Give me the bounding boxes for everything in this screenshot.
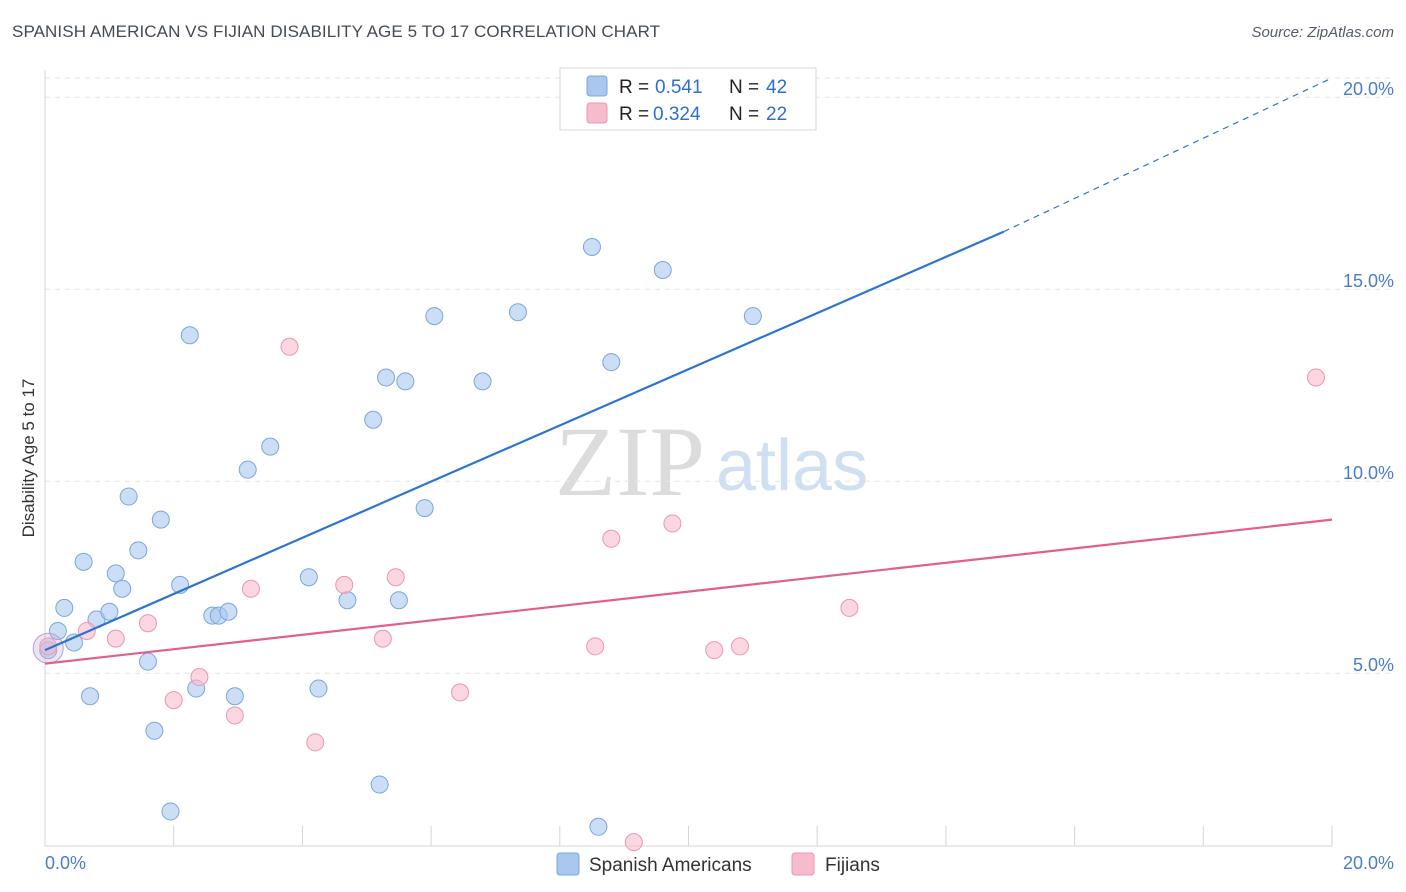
fijian-point-19 (730, 637, 749, 656)
x-tick-label-max: 20.0% (1343, 853, 1394, 873)
y-tick-labels: 5.0% 10.0% 15.0% 20.0% (1343, 79, 1394, 675)
stats-r-value-0: 0.541 (655, 77, 703, 98)
fijian-point-7 (241, 579, 260, 598)
stats-r-label-0: R = (619, 77, 649, 98)
y-axis-label: Disability Age 5 to 17 (19, 379, 38, 538)
spanish-american-point-8 (106, 564, 125, 583)
spanish-american-point-28 (364, 410, 383, 429)
fijian-point-10 (335, 575, 354, 594)
fijian-point-9 (306, 733, 325, 752)
spanish-american-trend-extension (1003, 77, 1333, 233)
stats-r-label-1: R = (619, 104, 649, 125)
spanish-american-point-22 (225, 687, 244, 706)
series-legend: Spanish Americans Fijians (556, 852, 880, 876)
spanish-american-point-17 (180, 326, 199, 345)
spanish-american-point-40 (653, 261, 672, 279)
stats-n-value-0: 42 (766, 77, 787, 98)
y-tick-label-3: 20.0% (1343, 79, 1394, 99)
spanish-american-point-14 (151, 510, 170, 529)
spanish-american-point-32 (396, 372, 415, 391)
stats-n-label-1: N = (729, 104, 759, 125)
spanish-american-point-37 (582, 237, 601, 256)
spanish-american-point-24 (261, 437, 280, 456)
fijian-point-3 (138, 614, 157, 633)
y-tick-label-0: 5.0% (1353, 655, 1394, 675)
fijian-trend-line (44, 518, 1333, 665)
chart-title: SPANISH AMERICAN VS FIJIAN DISABILITY AG… (12, 22, 661, 41)
stats-swatch-fijians (586, 102, 608, 124)
fijian-point-0 (39, 637, 58, 656)
spanish-american-point-11 (129, 541, 148, 560)
legend-swatch-fijians (791, 852, 815, 876)
fijian-point-21 (1306, 368, 1325, 387)
spanish-american-point-29 (370, 775, 389, 794)
spanish-american-point-41 (743, 307, 762, 326)
legend-label-spanish-americans: Spanish Americans (589, 855, 752, 876)
spanish-american-point-31 (389, 591, 408, 610)
source-credit: Source: ZipAtlas.com (1251, 24, 1394, 41)
fijian-point-12 (386, 568, 405, 587)
scatter-points (32, 237, 1325, 852)
fijian-point-14 (586, 637, 605, 656)
watermark-zip: ZIP (555, 406, 705, 517)
fijian-point-13 (451, 683, 470, 702)
spanish-american-point-21 (219, 602, 238, 621)
spanish-american-point-35 (473, 372, 492, 391)
spanish-american-point-1 (48, 621, 67, 640)
spanish-american-point-34 (425, 307, 444, 326)
spanish-american-point-13 (145, 721, 164, 740)
fijian-point-8 (280, 337, 299, 356)
spanish-american-point-23 (238, 460, 257, 479)
fijian-point-18 (705, 641, 724, 660)
spanish-american-point-2 (55, 598, 74, 617)
stats-n-value-1: 22 (766, 104, 787, 125)
fijian-point-6 (225, 706, 244, 725)
spanish-american-point-25 (299, 568, 318, 587)
spanish-american-point-33 (415, 499, 434, 518)
spanish-american-point-39 (602, 353, 621, 372)
y-tick-label-2: 15.0% (1343, 271, 1394, 291)
spanish-american-point-10 (119, 487, 138, 506)
spanish-american-point-4 (74, 552, 93, 571)
x-tick-label-min: 0.0% (45, 853, 86, 873)
y-tick-label-1: 10.0% (1343, 463, 1394, 483)
fijian-point-17 (663, 514, 682, 533)
spanish-american-point-9 (113, 579, 132, 598)
legend-label-fijians: Fijians (825, 855, 880, 876)
spanish-american-point-12 (138, 652, 157, 671)
stats-r-value-1: 0.324 (653, 104, 701, 125)
spanish-american-point-15 (161, 802, 180, 821)
stats-legend: R = 0.541 N = 42 R = 0.324 N = 22 (559, 67, 817, 131)
spanish-american-point-27 (338, 591, 357, 610)
spanish-american-point-7 (100, 602, 119, 621)
stats-n-label-0: N = (729, 77, 759, 98)
watermark-atlas: atlas (716, 426, 868, 506)
fijian-point-11 (373, 629, 392, 648)
fijian-point-5 (190, 668, 209, 687)
spanish-american-point-38 (589, 817, 608, 836)
trend-lines (44, 77, 1333, 665)
fijian-point-2 (106, 629, 125, 648)
spanish-american-point-30 (377, 368, 396, 387)
spanish-american-point-5 (81, 687, 100, 706)
fijian-point-4 (164, 691, 183, 710)
fijian-point-20 (840, 598, 859, 617)
spanish-american-trend-line (44, 230, 1005, 652)
fijian-point-15 (602, 529, 621, 548)
x-ticks (44, 826, 1333, 846)
spanish-american-point-26 (309, 679, 328, 698)
fijian-point-16 (624, 833, 643, 852)
stats-swatch-spanish-americans (586, 75, 608, 97)
spanish-american-point-36 (508, 303, 527, 322)
legend-swatch-spanish-americans (556, 852, 580, 876)
